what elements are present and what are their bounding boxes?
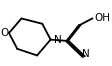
Text: OH: OH [94, 13, 110, 23]
Text: N: N [54, 35, 61, 45]
Text: N: N [82, 49, 90, 59]
Text: O: O [1, 28, 9, 38]
